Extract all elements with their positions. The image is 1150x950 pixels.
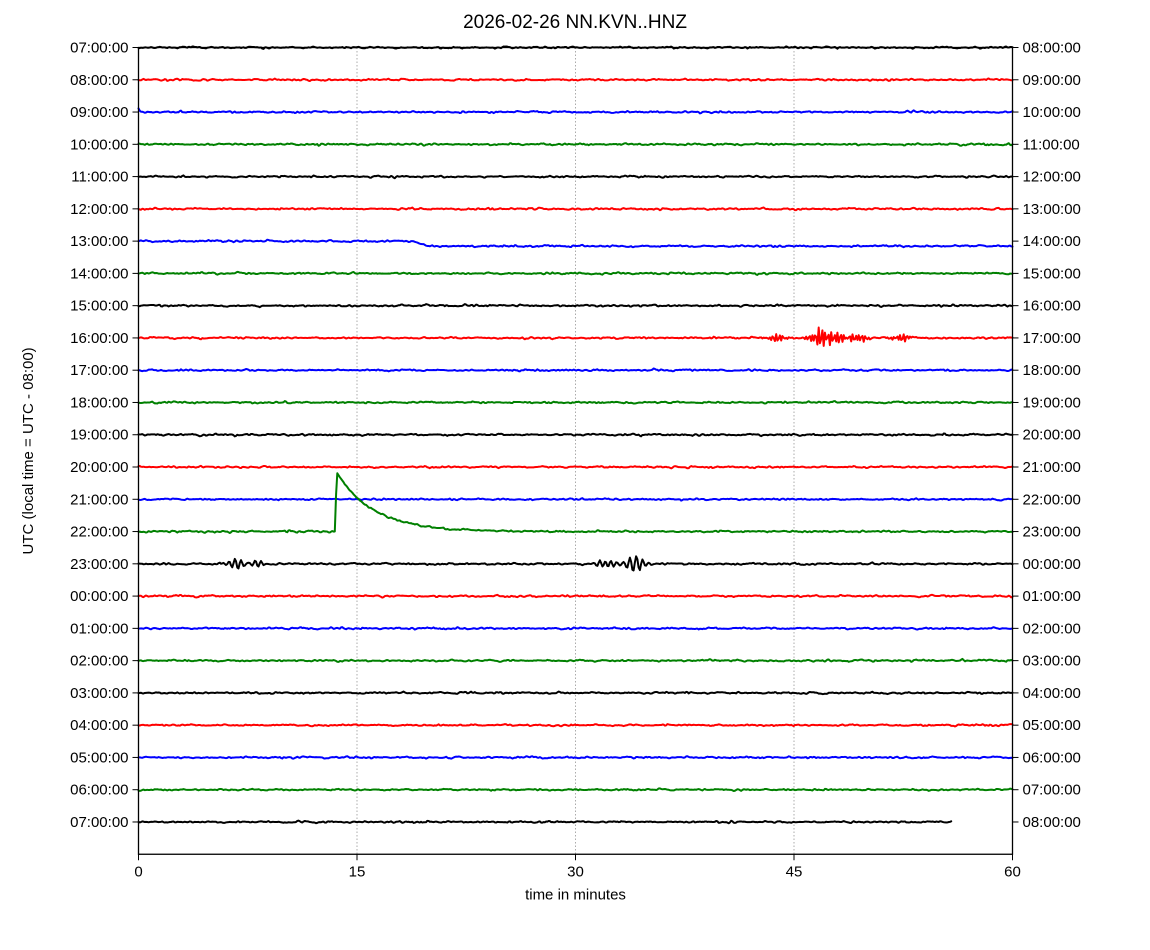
svg-text:02:00:00: 02:00:00 [70,653,128,670]
svg-text:00:00:00: 00:00:00 [70,588,128,605]
svg-text:08:00:00: 08:00:00 [1023,40,1081,57]
svg-text:16:00:00: 16:00:00 [70,330,128,347]
svg-text:01:00:00: 01:00:00 [1023,588,1081,605]
svg-text:07:00:00: 07:00:00 [70,40,128,57]
svg-text:21:00:00: 21:00:00 [1023,459,1081,476]
svg-text:07:00:00: 07:00:00 [70,814,128,831]
svg-text:14:00:00: 14:00:00 [1023,233,1081,250]
svg-text:0: 0 [134,863,142,880]
svg-text:time in minutes: time in minutes [525,886,626,903]
svg-text:45: 45 [786,863,803,880]
svg-text:07:00:00: 07:00:00 [1023,782,1081,799]
svg-text:21:00:00: 21:00:00 [70,491,128,508]
svg-text:04:00:00: 04:00:00 [1023,685,1081,702]
svg-text:04:00:00: 04:00:00 [70,717,128,734]
svg-text:17:00:00: 17:00:00 [1023,330,1081,347]
svg-text:60: 60 [1004,863,1021,880]
svg-text:12:00:00: 12:00:00 [1023,169,1081,186]
svg-text:10:00:00: 10:00:00 [1023,104,1081,121]
svg-text:09:00:00: 09:00:00 [70,104,128,121]
svg-text:06:00:00: 06:00:00 [70,782,128,799]
svg-text:08:00:00: 08:00:00 [70,72,128,89]
svg-text:19:00:00: 19:00:00 [70,427,128,444]
svg-text:15: 15 [349,863,366,880]
svg-text:17:00:00: 17:00:00 [70,362,128,379]
svg-text:16:00:00: 16:00:00 [1023,298,1081,315]
svg-text:20:00:00: 20:00:00 [70,459,128,476]
svg-text:06:00:00: 06:00:00 [1023,749,1081,766]
svg-text:01:00:00: 01:00:00 [70,620,128,637]
svg-text:05:00:00: 05:00:00 [1023,717,1081,734]
svg-text:03:00:00: 03:00:00 [1023,653,1081,670]
svg-text:03:00:00: 03:00:00 [70,685,128,702]
svg-text:22:00:00: 22:00:00 [70,524,128,541]
svg-text:22:00:00: 22:00:00 [1023,491,1081,508]
svg-text:30: 30 [567,863,584,880]
svg-text:10:00:00: 10:00:00 [70,136,128,153]
svg-text:13:00:00: 13:00:00 [1023,201,1081,218]
svg-text:11:00:00: 11:00:00 [1023,136,1080,153]
svg-text:18:00:00: 18:00:00 [70,394,128,411]
svg-text:23:00:00: 23:00:00 [70,556,128,573]
svg-text:05:00:00: 05:00:00 [70,749,128,766]
svg-text:15:00:00: 15:00:00 [1023,265,1081,282]
svg-text:14:00:00: 14:00:00 [70,265,128,282]
svg-text:09:00:00: 09:00:00 [1023,72,1081,89]
svg-text:13:00:00: 13:00:00 [70,233,128,250]
svg-text:15:00:00: 15:00:00 [70,298,128,315]
svg-text:19:00:00: 19:00:00 [1023,394,1081,411]
svg-text:UTC (local time = UTC - 08:00): UTC (local time = UTC - 08:00) [20,347,37,554]
svg-text:00:00:00: 00:00:00 [1023,556,1081,573]
svg-text:02:00:00: 02:00:00 [1023,620,1081,637]
svg-text:23:00:00: 23:00:00 [1023,524,1081,541]
svg-text:08:00:00: 08:00:00 [1023,814,1081,831]
svg-text:20:00:00: 20:00:00 [1023,427,1081,444]
svg-text:18:00:00: 18:00:00 [1023,362,1081,379]
svg-text:11:00:00: 11:00:00 [71,169,128,186]
svg-text:12:00:00: 12:00:00 [70,201,128,218]
